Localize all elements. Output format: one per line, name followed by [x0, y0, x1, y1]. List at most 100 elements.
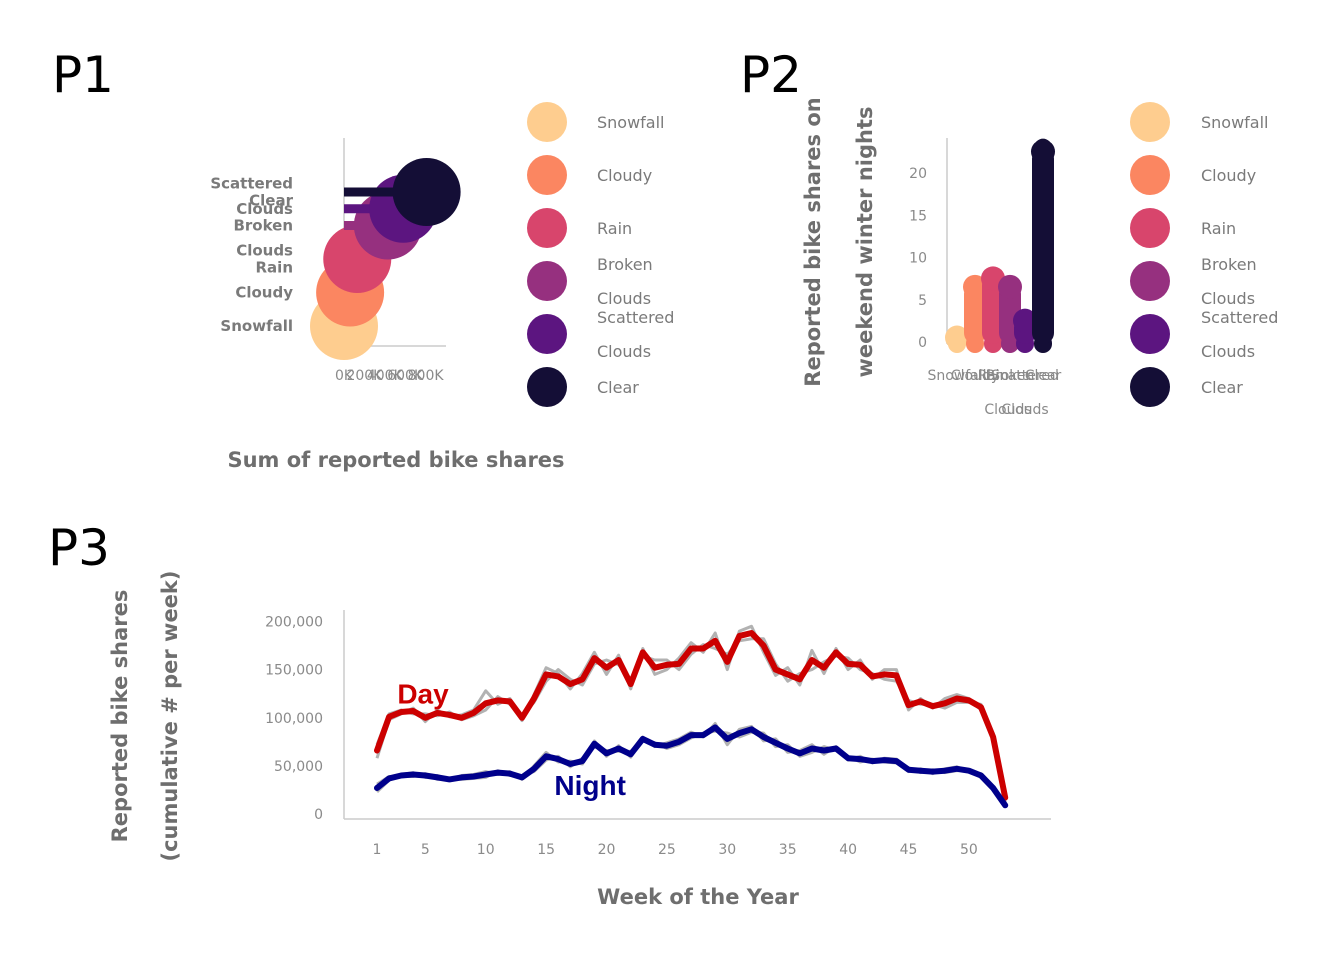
- p2-x-tick-label: Broken: [986, 368, 1035, 384]
- p2-y-tick-label: 15: [909, 208, 927, 224]
- p2-x-tick-label: Snowfall: [927, 368, 986, 384]
- p3-x-tick-label: 20: [598, 842, 616, 858]
- legend-swatch-snowfall: [527, 102, 567, 142]
- p3-annotations: Day Night: [397, 679, 626, 801]
- p1-category-label: Rain: [256, 259, 294, 277]
- p1-category-label: Clouds: [236, 200, 293, 218]
- legend-label-snowfall: Snowfall: [1201, 113, 1269, 132]
- p3-axes: [343, 610, 1051, 820]
- p1-x-tick-label: 400K: [367, 368, 404, 384]
- panel-label-p1: P1: [52, 46, 114, 104]
- p2-bar-clear: [1032, 147, 1054, 344]
- p2-dot-scattered-clouds: [1013, 308, 1037, 333]
- p2-x-tick-label: Clear: [1025, 368, 1062, 384]
- p2-x-tick-label: Clouds: [984, 402, 1031, 418]
- p2-y-tick-label: 0: [918, 335, 927, 351]
- legend-label-broken-clouds: Clouds: [597, 289, 651, 308]
- legend-label-rain: Rain: [597, 219, 632, 238]
- p2-dot-clear: [1031, 139, 1055, 164]
- p3-annotation-day: Day: [397, 679, 449, 710]
- p1-category-label: Clouds: [236, 242, 293, 260]
- p3-y-tick-label: 50,000: [274, 759, 323, 775]
- p1-dot-clear: [392, 158, 461, 226]
- p1-category-label: Cloudy: [235, 284, 293, 302]
- p2-ticks: 0 5 10 15 20 SnowfallCloudyRainBrokenScattere…: [909, 166, 1061, 418]
- p2-y-axis-title-line2: weekend winter nights: [853, 107, 877, 378]
- panel-label-p3: P3: [48, 519, 110, 577]
- legend-label-scattered-clouds: Scattered: [1201, 308, 1278, 327]
- p1-x-tick-label: 200K: [346, 368, 383, 384]
- p3-ticks: 1 5 10 15 20 25 30 35 40 45 50050,000100,000150,00…: [265, 615, 978, 859]
- p3-y-axis-title-line2: (cumulative # per week): [158, 571, 182, 862]
- p1-category-label: Snowfall: [220, 317, 293, 335]
- legend-swatch-clear: [527, 367, 567, 407]
- p3-x-tick-label: 25: [658, 842, 676, 858]
- legend-swatch-cloudy: [1130, 155, 1170, 195]
- p1-x-axis-title: Sum of reported bike shares: [227, 448, 564, 472]
- p3-y-tick-label: 200,000: [265, 615, 323, 631]
- chart-p3: 1 5 10 15 20 25 30 35 40 45 50050,000100,000150,00…: [108, 571, 1051, 909]
- p3-x-tick-label: 1: [373, 842, 382, 858]
- p3-x-tick-label: 50: [960, 842, 978, 858]
- legend-label-cloudy: Cloudy: [1201, 166, 1256, 185]
- p3-y-axis-title-line1: Reported bike shares: [108, 590, 132, 843]
- panel-label-p2: P2: [740, 46, 802, 104]
- legend-label-clear: Clear: [1201, 378, 1243, 397]
- legend-p1: SnowfallCloudyRainBrokenCloudsScatteredC…: [527, 102, 674, 407]
- legend-swatch-scattered-clouds: [527, 314, 567, 354]
- p2-y-axis-title-line1: Reported bike shares on: [801, 97, 825, 386]
- p2-dot-snowfall: [945, 325, 969, 350]
- legend-label-broken-clouds: Clouds: [1201, 289, 1255, 308]
- legend-label-broken-clouds: Broken: [597, 255, 653, 274]
- legend-swatch-rain: [527, 208, 567, 248]
- chart-p2: 0 5 10 15 20 SnowfallCloudyRainBrokenScattere…: [801, 97, 1062, 418]
- legend-label-snowfall: Snowfall: [597, 113, 665, 132]
- p3-line-day: [374, 630, 1009, 801]
- legend-swatch-broken-clouds: [527, 261, 567, 301]
- legend-p2: SnowfallCloudyRainBrokenCloudsScatteredC…: [1130, 102, 1278, 407]
- legend-label-rain: Rain: [1201, 219, 1236, 238]
- legend-label-scattered-clouds: Clouds: [1201, 342, 1255, 361]
- p3-x-tick-label: 45: [900, 842, 918, 858]
- legend-label-clear: Clear: [597, 378, 639, 397]
- legend-label-cloudy: Cloudy: [597, 166, 652, 185]
- p3-x-tick-label: 15: [537, 842, 555, 858]
- legend-swatch-rain: [1130, 208, 1170, 248]
- legend-swatch-cloudy: [527, 155, 567, 195]
- legend-swatch-scattered-clouds: [1130, 314, 1170, 354]
- p3-x-tick-label: 40: [839, 842, 857, 858]
- p2-dot-cloudy: [963, 274, 987, 299]
- p3-line-night: [374, 724, 1009, 809]
- p3-x-tick-label: 5: [421, 842, 430, 858]
- p1-category-label: Scattered: [210, 175, 293, 193]
- p2-y-tick-label: 20: [909, 166, 927, 182]
- legend-swatch-clear: [1130, 367, 1170, 407]
- p2-x-tick-label: Cloudy: [951, 368, 999, 384]
- p1-category-label: Broken: [233, 217, 293, 235]
- p1-category-label: Clear: [249, 192, 293, 210]
- p3-y-tick-label: 100,000: [265, 711, 323, 727]
- p3-x-axis-title: Week of the Year: [597, 885, 799, 909]
- legend-label-scattered-clouds: Scattered: [597, 308, 674, 327]
- p1-x-tick-label: 800K: [408, 368, 445, 384]
- p1-x-tick-label: 0K: [335, 368, 354, 384]
- p3-x-tick-label: 10: [477, 842, 495, 858]
- p2-x-tick-label: Rain: [978, 368, 1009, 384]
- p1-x-tick-label: 600K: [387, 368, 424, 384]
- p3-annotation-night: Night: [554, 770, 626, 801]
- p3-x-tick-label: 35: [779, 842, 797, 858]
- p1-marks: [310, 158, 461, 360]
- p2-x-tick-label: Clouds: [1001, 402, 1048, 418]
- legend-label-scattered-clouds: Clouds: [597, 342, 651, 361]
- p2-bar-cloudy: [964, 282, 986, 344]
- legend-swatch-snowfall: [1130, 102, 1170, 142]
- p3-y-tick-label: 0: [314, 807, 323, 823]
- p3-lines: [374, 624, 1009, 809]
- p1-category-labels: SnowfallCloudyCloudsRainBrokenCloudsScat…: [210, 175, 293, 336]
- p2-marks: [945, 138, 1055, 353]
- p2-x-tick-label: Scattered: [991, 368, 1059, 384]
- p3-y-tick-label: 150,000: [265, 663, 323, 679]
